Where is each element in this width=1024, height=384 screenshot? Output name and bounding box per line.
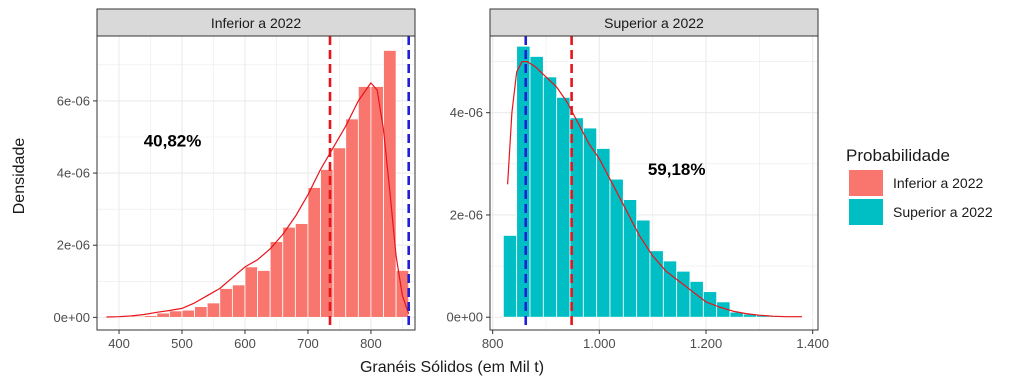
histogram-bar [194,306,208,318]
histogram-bar [702,291,718,318]
histogram-bar [569,117,584,318]
y-tick-label: 0e+00 [446,310,483,325]
histogram-bar [529,56,544,318]
histogram-bar [332,147,347,318]
panel-inferior: Inferior a 2022 40,82% 400 500 600 700 800 0… [53,8,416,351]
histogram-bar [282,226,296,318]
histogram-bar [294,223,309,318]
histogram-bar [181,309,196,318]
histogram-bar [156,312,170,318]
y-tick-label: 4e-06 [57,166,90,181]
x-axis-title: Granéis Sólidos (em Mil t) [360,359,544,376]
legend-key-inferior [849,170,883,196]
panel-inferior-percent-label: 40,82% [144,132,202,151]
histogram-bar [345,118,359,318]
y-tick-label: 0e+00 [53,310,90,325]
legend: Probabilidade Inferior a 2022 Superior a… [846,146,993,225]
histogram-bar [502,235,518,318]
x-tick-label: 700 [297,336,319,351]
panel-inferior-strip-label: Inferior a 2022 [211,15,301,31]
histogram-bar [244,266,258,318]
x-tick-label: 400 [108,336,130,351]
histogram-bar [357,86,372,318]
histogram-bar [231,284,246,318]
density-curve [106,82,410,318]
panel-inferior-grid [97,36,415,330]
legend-title: Probabilidade [846,146,950,165]
panel-inferior-x-ticks: 400 500 600 700 800 [108,330,382,351]
histogram-bar [131,315,145,318]
histogram-bar [716,301,731,318]
panel-superior-x-ticks: 800 1.000 1.200 1.400 [482,330,829,351]
histogram-bar [383,50,397,318]
x-tick-label: 1.000 [583,336,616,351]
histogram-bar [582,127,598,318]
histogram-bar [809,316,824,318]
x-tick-label: 500 [171,336,193,351]
panel-inferior-vlines [328,36,411,330]
density-curve [507,60,802,318]
legend-label-inferior: Inferior a 2022 [893,175,983,191]
x-tick-label: 1.200 [690,336,723,351]
y-tick-label: 2e-06 [57,238,90,253]
panel-superior-strip [489,8,819,37]
histogram-bar [556,96,571,318]
histogram-bar [676,270,691,318]
y-tick-label: 6e-06 [57,93,90,108]
panel-superior-percent-label: 59,18% [648,160,706,179]
legend-key-superior [849,199,883,225]
panel-inferior-strip [96,8,416,37]
histogram-bar [143,315,158,318]
panel-inferior-y-ticks: 0e+00 2e-06 4e-06 6e-06 [53,93,97,325]
panel-superior-density [507,60,802,318]
legend-label-superior: Superior a 2022 [893,204,993,220]
panel-superior: Superior a 2022 59,18% 800 1.000 1.200 1.40… [446,8,829,351]
histogram-bar [689,281,704,318]
histogram-bar [206,302,221,318]
histogram-bar [516,45,531,318]
panel-superior-border [489,35,819,331]
panel-inferior-border [96,35,416,331]
histogram-bar [257,270,271,318]
y-tick-label: 2e-06 [450,207,483,222]
histogram-bar [219,288,233,318]
y-tick-label: 4e-06 [450,105,483,120]
histogram-bar [269,241,284,318]
histogram-bar [596,148,611,318]
x-tick-label: 800 [360,336,382,351]
histogram-bar [307,187,321,318]
histogram-bar [662,260,678,318]
panel-superior-strip-label: Superior a 2022 [604,15,704,31]
x-tick-label: 800 [482,336,504,351]
panel-superior-y-ticks: 0e+00 2e-06 4e-06 [446,105,490,325]
x-tick-label: 600 [234,336,256,351]
histogram-bar [542,76,558,318]
panel-inferior-density [106,82,410,318]
panel-superior-vlines [524,36,573,330]
x-tick-label: 1.400 [796,336,829,351]
y-axis-title: Densidade [11,138,28,215]
histogram-bar [169,310,183,318]
